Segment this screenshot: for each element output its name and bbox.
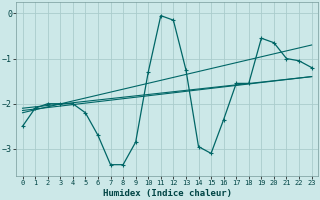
X-axis label: Humidex (Indice chaleur): Humidex (Indice chaleur) xyxy=(103,189,232,198)
